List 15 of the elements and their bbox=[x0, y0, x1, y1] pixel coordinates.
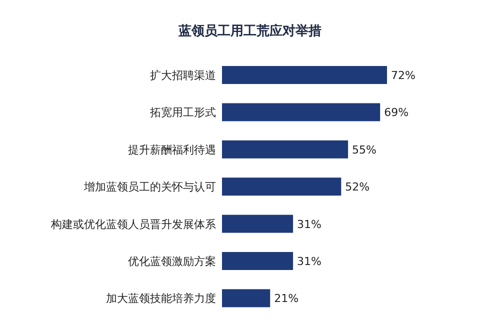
data-label: 31% bbox=[297, 255, 322, 268]
data-label: 31% bbox=[297, 218, 322, 231]
data-label: 21% bbox=[274, 292, 299, 306]
y-tick-label: 构建或优化蓝领人员晋升发展体系 bbox=[50, 218, 216, 231]
y-tick-label: 提升薪酬福利待遇 bbox=[128, 143, 216, 156]
y-tick-label: 拓宽用工形式 bbox=[149, 106, 216, 120]
data-label: 72% bbox=[391, 69, 416, 82]
y-tick-label: 加大蓝领技能培养力度 bbox=[106, 292, 216, 306]
y-tick-label: 扩大招聘渠道 bbox=[150, 69, 216, 82]
data-label: 69% bbox=[384, 106, 409, 120]
y-tick-label: 优化蓝领激励方案 bbox=[128, 255, 216, 268]
data-label: 52% bbox=[345, 180, 370, 194]
title: 蓝领员工用工荒应对举措 bbox=[178, 24, 322, 39]
data-label: 55% bbox=[352, 143, 376, 156]
y-tick-label: 增加蓝领员工的关怀与认可 bbox=[83, 180, 216, 194]
